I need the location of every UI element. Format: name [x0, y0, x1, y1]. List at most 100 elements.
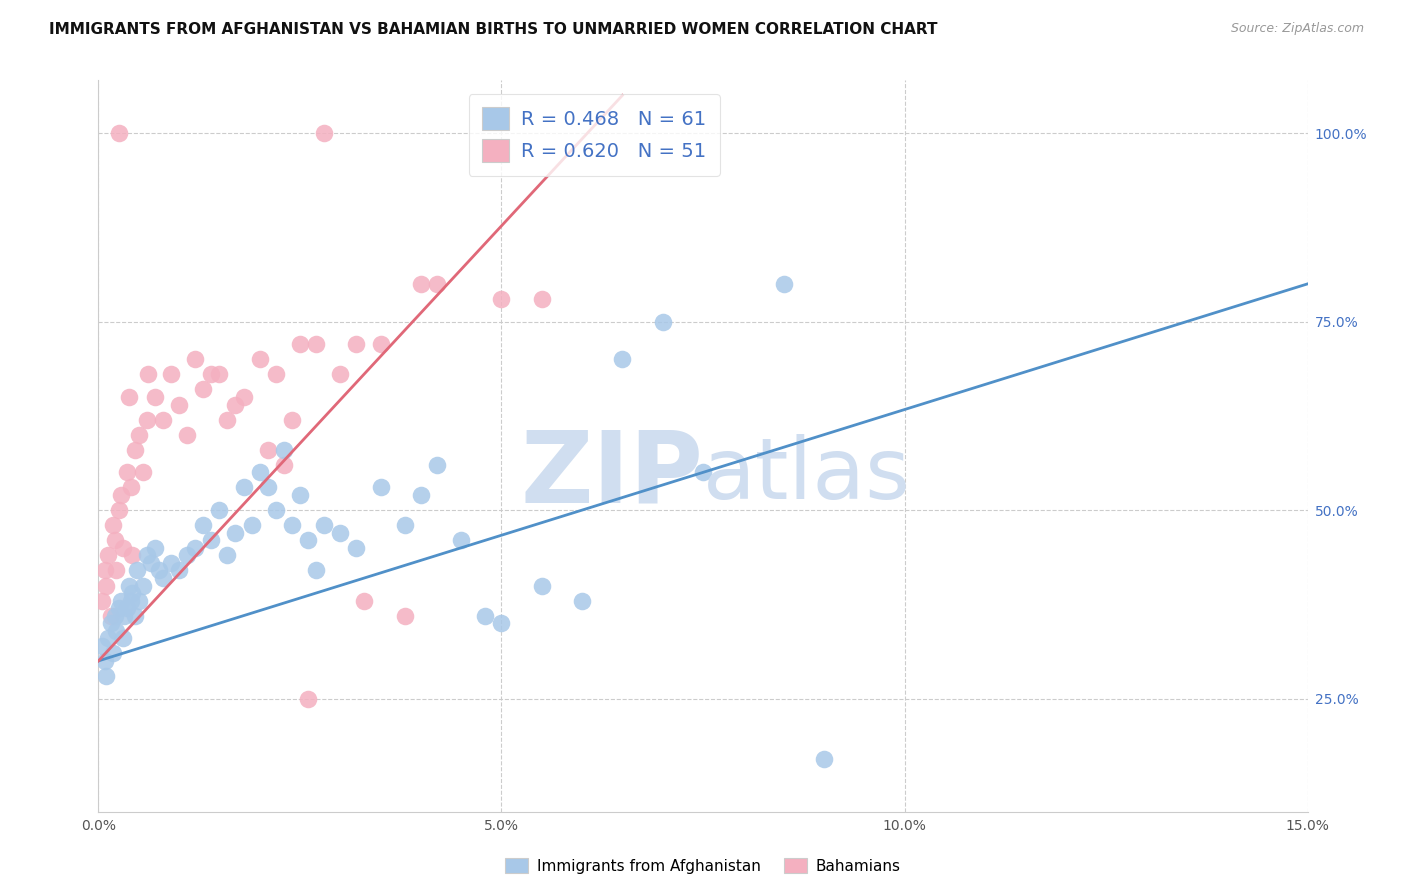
Point: [127, 563, 149, 577]
Point: [208, 503, 231, 517]
Point: [97, 549, 120, 563]
Point: [167, 563, 190, 577]
Point: [305, 337, 328, 351]
Point: [138, 368, 160, 382]
Point: [111, 541, 134, 555]
Text: Source: ZipAtlas.com: Source: ZipAtlas.com: [1230, 22, 1364, 36]
Point: [152, 571, 174, 585]
Text: ZIP: ZIP: [520, 426, 703, 524]
Point: [370, 480, 392, 494]
Point: [103, 533, 125, 548]
Point: [426, 458, 449, 472]
Point: [491, 292, 513, 306]
Point: [94, 563, 117, 577]
Point: [132, 578, 155, 592]
Legend: Immigrants from Afghanistan, Bahamians: Immigrants from Afghanistan, Bahamians: [499, 852, 907, 880]
Point: [530, 578, 553, 592]
Point: [224, 398, 246, 412]
Point: [264, 503, 287, 517]
Point: [450, 533, 472, 548]
Point: [160, 556, 183, 570]
Point: [612, 352, 634, 367]
Text: atlas: atlas: [703, 434, 911, 516]
Point: [200, 533, 222, 548]
Point: [105, 624, 128, 638]
Point: [256, 442, 278, 457]
Point: [121, 586, 143, 600]
Point: [107, 126, 129, 140]
Point: [232, 390, 254, 404]
Point: [409, 277, 432, 291]
Point: [651, 315, 673, 329]
Point: [394, 518, 416, 533]
Point: [344, 337, 367, 351]
Point: [121, 549, 143, 563]
Point: [115, 466, 138, 480]
Point: [115, 601, 138, 615]
Point: [240, 518, 263, 533]
Point: [288, 488, 311, 502]
Point: [772, 277, 794, 291]
Point: [217, 412, 239, 426]
Point: [91, 639, 114, 653]
Point: [353, 593, 375, 607]
Point: [297, 691, 319, 706]
Point: [394, 608, 416, 623]
Point: [120, 480, 142, 494]
Point: [128, 593, 150, 607]
Point: [148, 563, 170, 577]
Point: [249, 466, 271, 480]
Point: [193, 383, 215, 397]
Point: [193, 518, 215, 533]
Point: [249, 352, 271, 367]
Point: [474, 608, 496, 623]
Point: [110, 488, 132, 502]
Point: [107, 601, 129, 615]
Point: [344, 541, 367, 555]
Point: [118, 578, 141, 592]
Point: [305, 563, 328, 577]
Point: [281, 412, 304, 426]
Point: [329, 368, 352, 382]
Point: [314, 126, 336, 140]
Point: [96, 669, 118, 683]
Point: [110, 593, 132, 607]
Point: [314, 518, 336, 533]
Point: [184, 541, 207, 555]
Point: [273, 458, 295, 472]
Point: [120, 593, 142, 607]
Point: [91, 593, 114, 607]
Point: [813, 752, 835, 766]
Point: [111, 632, 134, 646]
Point: [491, 616, 513, 631]
Point: [100, 616, 122, 631]
Legend: R = 0.468   N = 61, R = 0.620   N = 51: R = 0.468 N = 61, R = 0.620 N = 51: [468, 94, 720, 176]
Point: [692, 466, 714, 480]
Point: [135, 412, 157, 426]
Point: [264, 368, 287, 382]
Point: [288, 337, 311, 351]
Point: [100, 608, 122, 623]
Text: IMMIGRANTS FROM AFGHANISTAN VS BAHAMIAN BIRTHS TO UNMARRIED WOMEN CORRELATION CH: IMMIGRANTS FROM AFGHANISTAN VS BAHAMIAN …: [49, 22, 938, 37]
Point: [128, 427, 150, 442]
Point: [152, 412, 174, 426]
Point: [217, 549, 239, 563]
Point: [101, 646, 124, 660]
Point: [184, 352, 207, 367]
Point: [167, 398, 190, 412]
Point: [208, 368, 231, 382]
Point: [232, 480, 254, 494]
Point: [97, 632, 120, 646]
Point: [96, 578, 118, 592]
Point: [256, 480, 278, 494]
Point: [94, 654, 117, 668]
Point: [135, 549, 157, 563]
Point: [329, 525, 352, 540]
Point: [530, 292, 553, 306]
Point: [124, 442, 146, 457]
Point: [107, 503, 129, 517]
Point: [297, 533, 319, 548]
Point: [112, 608, 135, 623]
Point: [139, 556, 162, 570]
Point: [103, 608, 125, 623]
